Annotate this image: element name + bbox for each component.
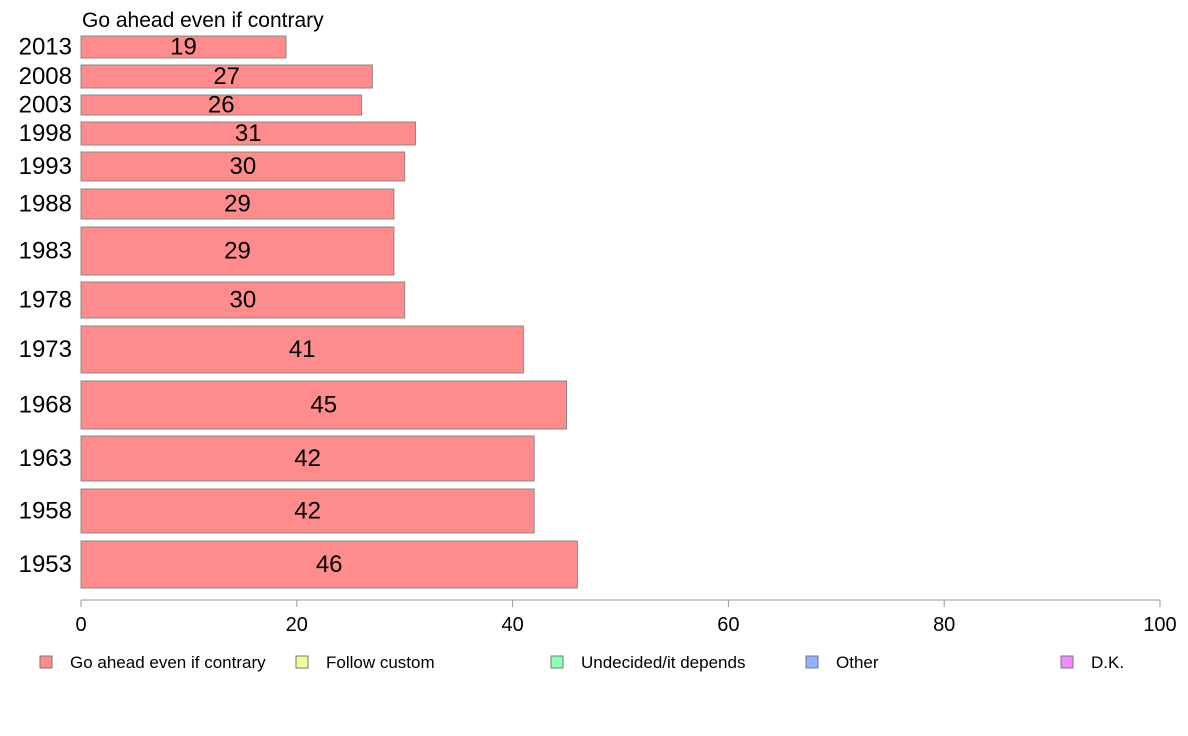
bar-1978 xyxy=(80,281,406,319)
category-label-1963: 1963 xyxy=(19,445,72,472)
category-label-1968: 1968 xyxy=(19,392,72,419)
bar-1993 xyxy=(80,151,406,182)
bar-1953 xyxy=(80,540,578,589)
category-label-1958: 1958 xyxy=(19,498,72,525)
bars: 2013 19 2008 27 2003 26 1998 31 1993 30 1988 29 1983… xyxy=(19,34,578,589)
bar-1983 xyxy=(80,226,395,276)
x-tick-label-40: 40 xyxy=(501,614,523,636)
x-axis: 0 20 40 60 80 100 xyxy=(75,599,1177,636)
category-label-1973: 1973 xyxy=(19,336,72,363)
value-label-1958: 42 xyxy=(294,498,321,525)
category-label-1993: 1993 xyxy=(19,153,72,180)
legend-label-3: Other xyxy=(836,653,879,672)
category-label-1953: 1953 xyxy=(19,551,72,578)
value-label-2003: 26 xyxy=(208,92,235,119)
bar-1973 xyxy=(80,325,524,374)
legend-label-2: Undecided/it depends xyxy=(581,653,745,672)
value-label-1963: 42 xyxy=(294,445,321,472)
value-label-2013: 19 xyxy=(170,34,197,61)
bar-1968 xyxy=(80,380,568,430)
legend-swatch-4 xyxy=(1060,655,1074,669)
chart-title: Go ahead even if contrary xyxy=(82,9,324,32)
legend-swatch-3 xyxy=(805,655,819,669)
value-label-1968: 45 xyxy=(310,392,337,419)
legend-label-1: Follow custom xyxy=(326,653,435,672)
x-tick-label-0: 0 xyxy=(75,614,86,636)
value-label-1998: 31 xyxy=(235,120,262,147)
value-label-1993: 30 xyxy=(229,153,256,180)
category-label-1978: 1978 xyxy=(19,287,72,314)
bar-1958 xyxy=(80,488,535,534)
bar-1988 xyxy=(80,188,395,220)
category-label-2008: 2008 xyxy=(19,63,72,90)
bar-2003 xyxy=(80,94,363,116)
category-label-1998: 1998 xyxy=(19,120,72,147)
legend-swatch-0 xyxy=(39,655,53,669)
x-tick-label-100: 100 xyxy=(1143,614,1176,636)
legend-swatch-2 xyxy=(550,655,564,669)
legend: Go ahead even if contrary Follow custom Un… xyxy=(39,653,1124,672)
bar-1963 xyxy=(80,435,535,482)
legend-swatch-1 xyxy=(295,655,309,669)
x-tick-label-80: 80 xyxy=(933,614,955,636)
value-label-1953: 46 xyxy=(316,551,343,578)
value-label-1988: 29 xyxy=(224,191,251,218)
category-label-1988: 1988 xyxy=(19,191,72,218)
bar-2013 xyxy=(80,35,287,59)
x-tick-label-20: 20 xyxy=(286,614,308,636)
category-label-1983: 1983 xyxy=(19,238,72,265)
value-label-1973: 41 xyxy=(289,336,316,363)
value-label-1983: 29 xyxy=(224,238,251,265)
category-label-2013: 2013 xyxy=(19,34,72,61)
bar-1998 xyxy=(80,121,416,146)
bar-2008 xyxy=(80,64,373,89)
legend-label-4: D.K. xyxy=(1091,653,1124,672)
category-label-2003: 2003 xyxy=(19,92,72,119)
value-label-2008: 27 xyxy=(213,63,240,90)
x-tick-label-60: 60 xyxy=(717,614,739,636)
value-label-1978: 30 xyxy=(229,287,256,314)
legend-label-0: Go ahead even if contrary xyxy=(70,653,266,672)
